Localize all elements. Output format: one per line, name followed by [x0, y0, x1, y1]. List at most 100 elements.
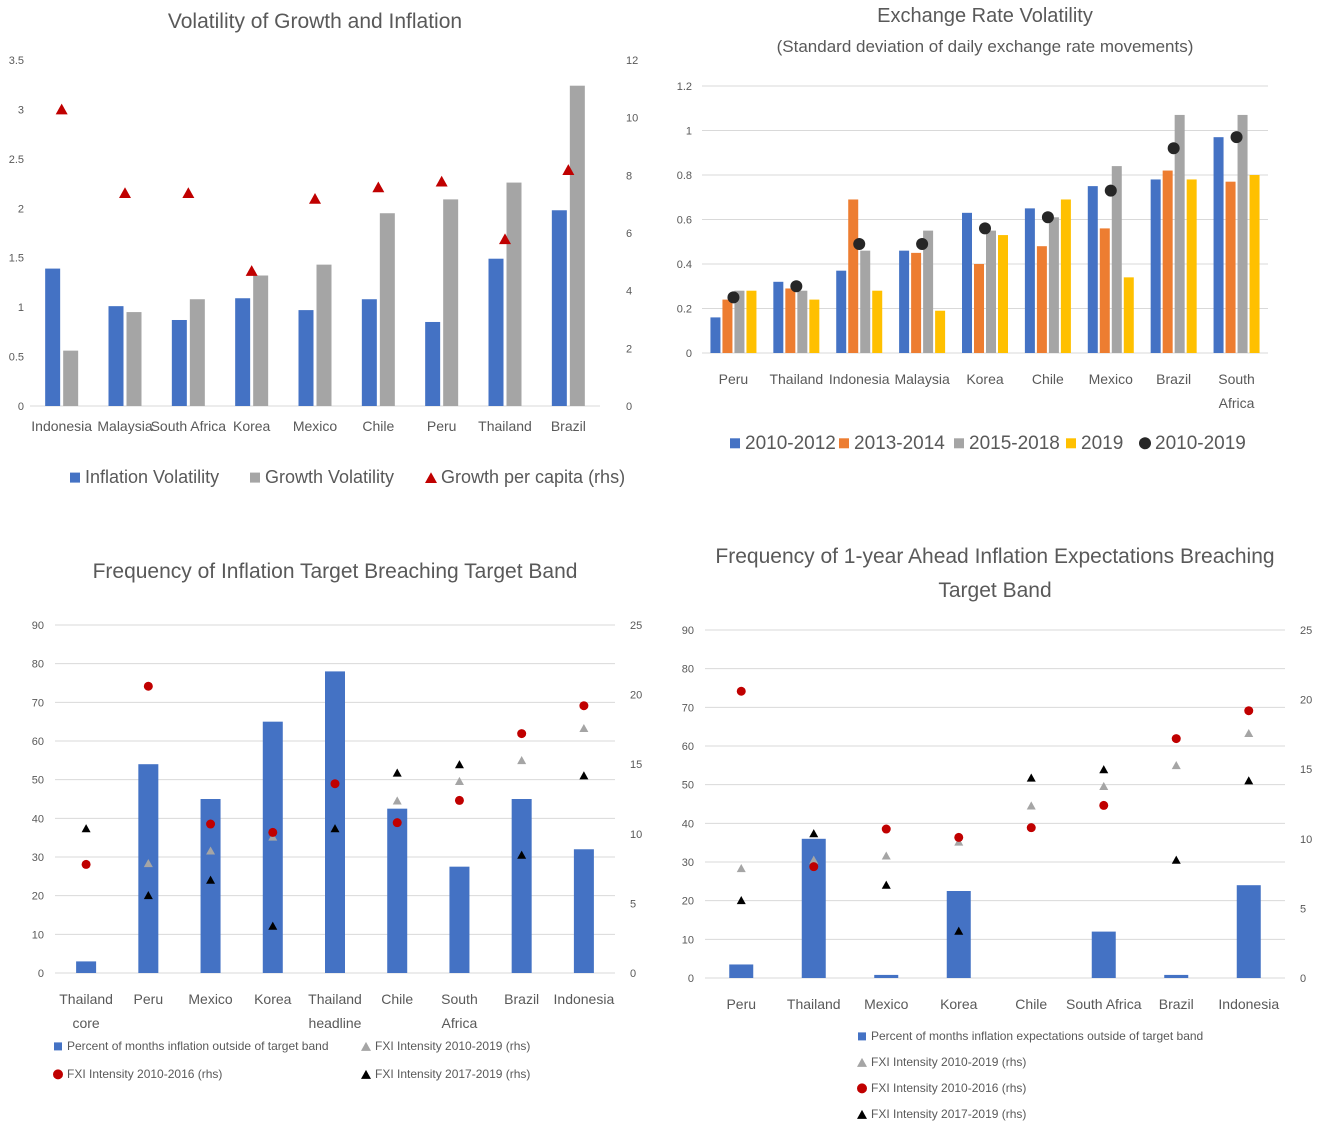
point-marker: [268, 827, 278, 837]
bar: [506, 182, 522, 406]
y2-tick-label: 2: [626, 343, 632, 355]
bar: [443, 199, 459, 406]
bar: [253, 275, 269, 406]
y2-tick-label: 0: [630, 968, 636, 980]
bar: [449, 866, 470, 973]
x-tick-label: Brazil: [1159, 996, 1194, 1012]
legend-marker: [857, 1109, 867, 1119]
triangle-marker: [809, 855, 819, 864]
y2-tick-label: 15: [630, 759, 642, 771]
x-tick-label: Thailand: [59, 991, 113, 1007]
point-marker: [916, 237, 929, 250]
triangle-marker: [881, 880, 891, 889]
y-tick-label: 40: [32, 813, 44, 825]
y-tick-label: 0: [18, 401, 24, 413]
point-marker: [1167, 142, 1180, 155]
y2-tick-label: 5: [630, 898, 636, 910]
x-tick-label: Thailand: [478, 418, 532, 434]
bar: [573, 849, 594, 973]
point-marker: [1104, 184, 1117, 197]
y-tick-label: 0.4: [677, 259, 692, 271]
x-tick-label: Indonesia: [829, 371, 890, 387]
x-tick-label: Mexico: [293, 418, 338, 434]
legend-swatch: [54, 1042, 62, 1051]
y-tick-label: 80: [32, 659, 44, 671]
triangle-marker: [245, 265, 258, 276]
legend-label: 2015-2018: [969, 433, 1060, 454]
legend-swatch: [1066, 438, 1076, 449]
triangle-marker: [1026, 773, 1036, 782]
legend-label: FXI Intensity 2010-2019 (rhs): [375, 1039, 530, 1053]
x-tick-label: Indonesia: [1218, 996, 1279, 1012]
legend-marker: [857, 1083, 867, 1094]
y-tick-label: 1.5: [9, 253, 24, 265]
bar: [325, 671, 345, 973]
y-tick-label: 70: [682, 702, 694, 714]
triangle-marker: [954, 926, 964, 935]
y-tick-label: 60: [682, 741, 694, 753]
triangle-marker: [809, 829, 819, 838]
bar: [108, 306, 124, 406]
point-marker: [1244, 706, 1254, 716]
bar: [189, 299, 205, 406]
x-tick-label: Thailand: [308, 991, 362, 1007]
x-tick-label: Peru: [134, 991, 164, 1007]
bar: [361, 299, 377, 406]
x-tick-label: Indonesia: [554, 991, 615, 1007]
y-tick-label: 10: [682, 934, 694, 946]
legend-swatch: [250, 472, 260, 483]
x-tick-label: South: [441, 991, 478, 1007]
triangle-marker: [517, 755, 527, 765]
bar: [860, 250, 871, 353]
bar: [998, 235, 1008, 353]
bar: [511, 799, 532, 973]
x-tick-label: Brazil: [551, 418, 586, 434]
triangle-marker: [1099, 765, 1109, 774]
x-tick-label: Chile: [362, 418, 394, 434]
y2-tick-label: 6: [626, 228, 632, 240]
triangle-marker: [143, 858, 153, 868]
bar: [45, 268, 61, 406]
point-marker: [809, 862, 819, 872]
x-tick-label: Chile: [1032, 371, 1064, 387]
bar: [126, 312, 142, 406]
x-tick-label: South: [1218, 371, 1255, 387]
triangle-marker: [435, 175, 448, 187]
triangle-marker: [309, 193, 321, 204]
y2-tick-label: 10: [626, 113, 638, 125]
point-marker: [1099, 800, 1109, 810]
triangle-marker: [392, 796, 402, 805]
bar: [387, 808, 408, 973]
x-tick-label: Korea: [233, 418, 271, 434]
triangle-marker: [268, 921, 278, 930]
legend-label: FXI Intensity 2017-2019 (rhs): [375, 1067, 530, 1081]
y-tick-label: 0.2: [677, 304, 692, 316]
x-tick-label: Indonesia: [31, 418, 92, 434]
triangle-marker: [881, 851, 891, 860]
x-tick-label: Brazil: [504, 991, 539, 1007]
y2-tick-label: 8: [626, 170, 632, 182]
bar: [773, 281, 784, 353]
legend-swatch: [70, 472, 80, 483]
bar: [836, 270, 847, 353]
bar: [1099, 228, 1110, 353]
point-marker: [392, 818, 402, 828]
x-tick-label: headline: [309, 1015, 362, 1031]
x-tick-label: Thailand: [769, 371, 823, 387]
legend-label: FXI Intensity 2010-2016 (rhs): [871, 1081, 1026, 1095]
x-tick-label: Peru: [427, 418, 457, 434]
y-tick-label: 50: [682, 780, 694, 792]
bar: [63, 350, 79, 406]
chart-subtitle: (Standard deviation of daily exchange ra…: [777, 37, 1194, 56]
bar: [379, 213, 395, 406]
point-marker: [517, 729, 527, 739]
legend-swatch: [858, 1032, 866, 1041]
point-marker: [979, 222, 991, 235]
y2-tick-label: 10: [630, 829, 642, 841]
legend-marker: [361, 1069, 371, 1079]
legend-label: Growth per capita (rhs): [441, 467, 625, 487]
y2-tick-label: 12: [626, 55, 638, 67]
triangle-marker: [517, 850, 527, 859]
bar: [298, 310, 314, 406]
bar: [1123, 277, 1134, 353]
